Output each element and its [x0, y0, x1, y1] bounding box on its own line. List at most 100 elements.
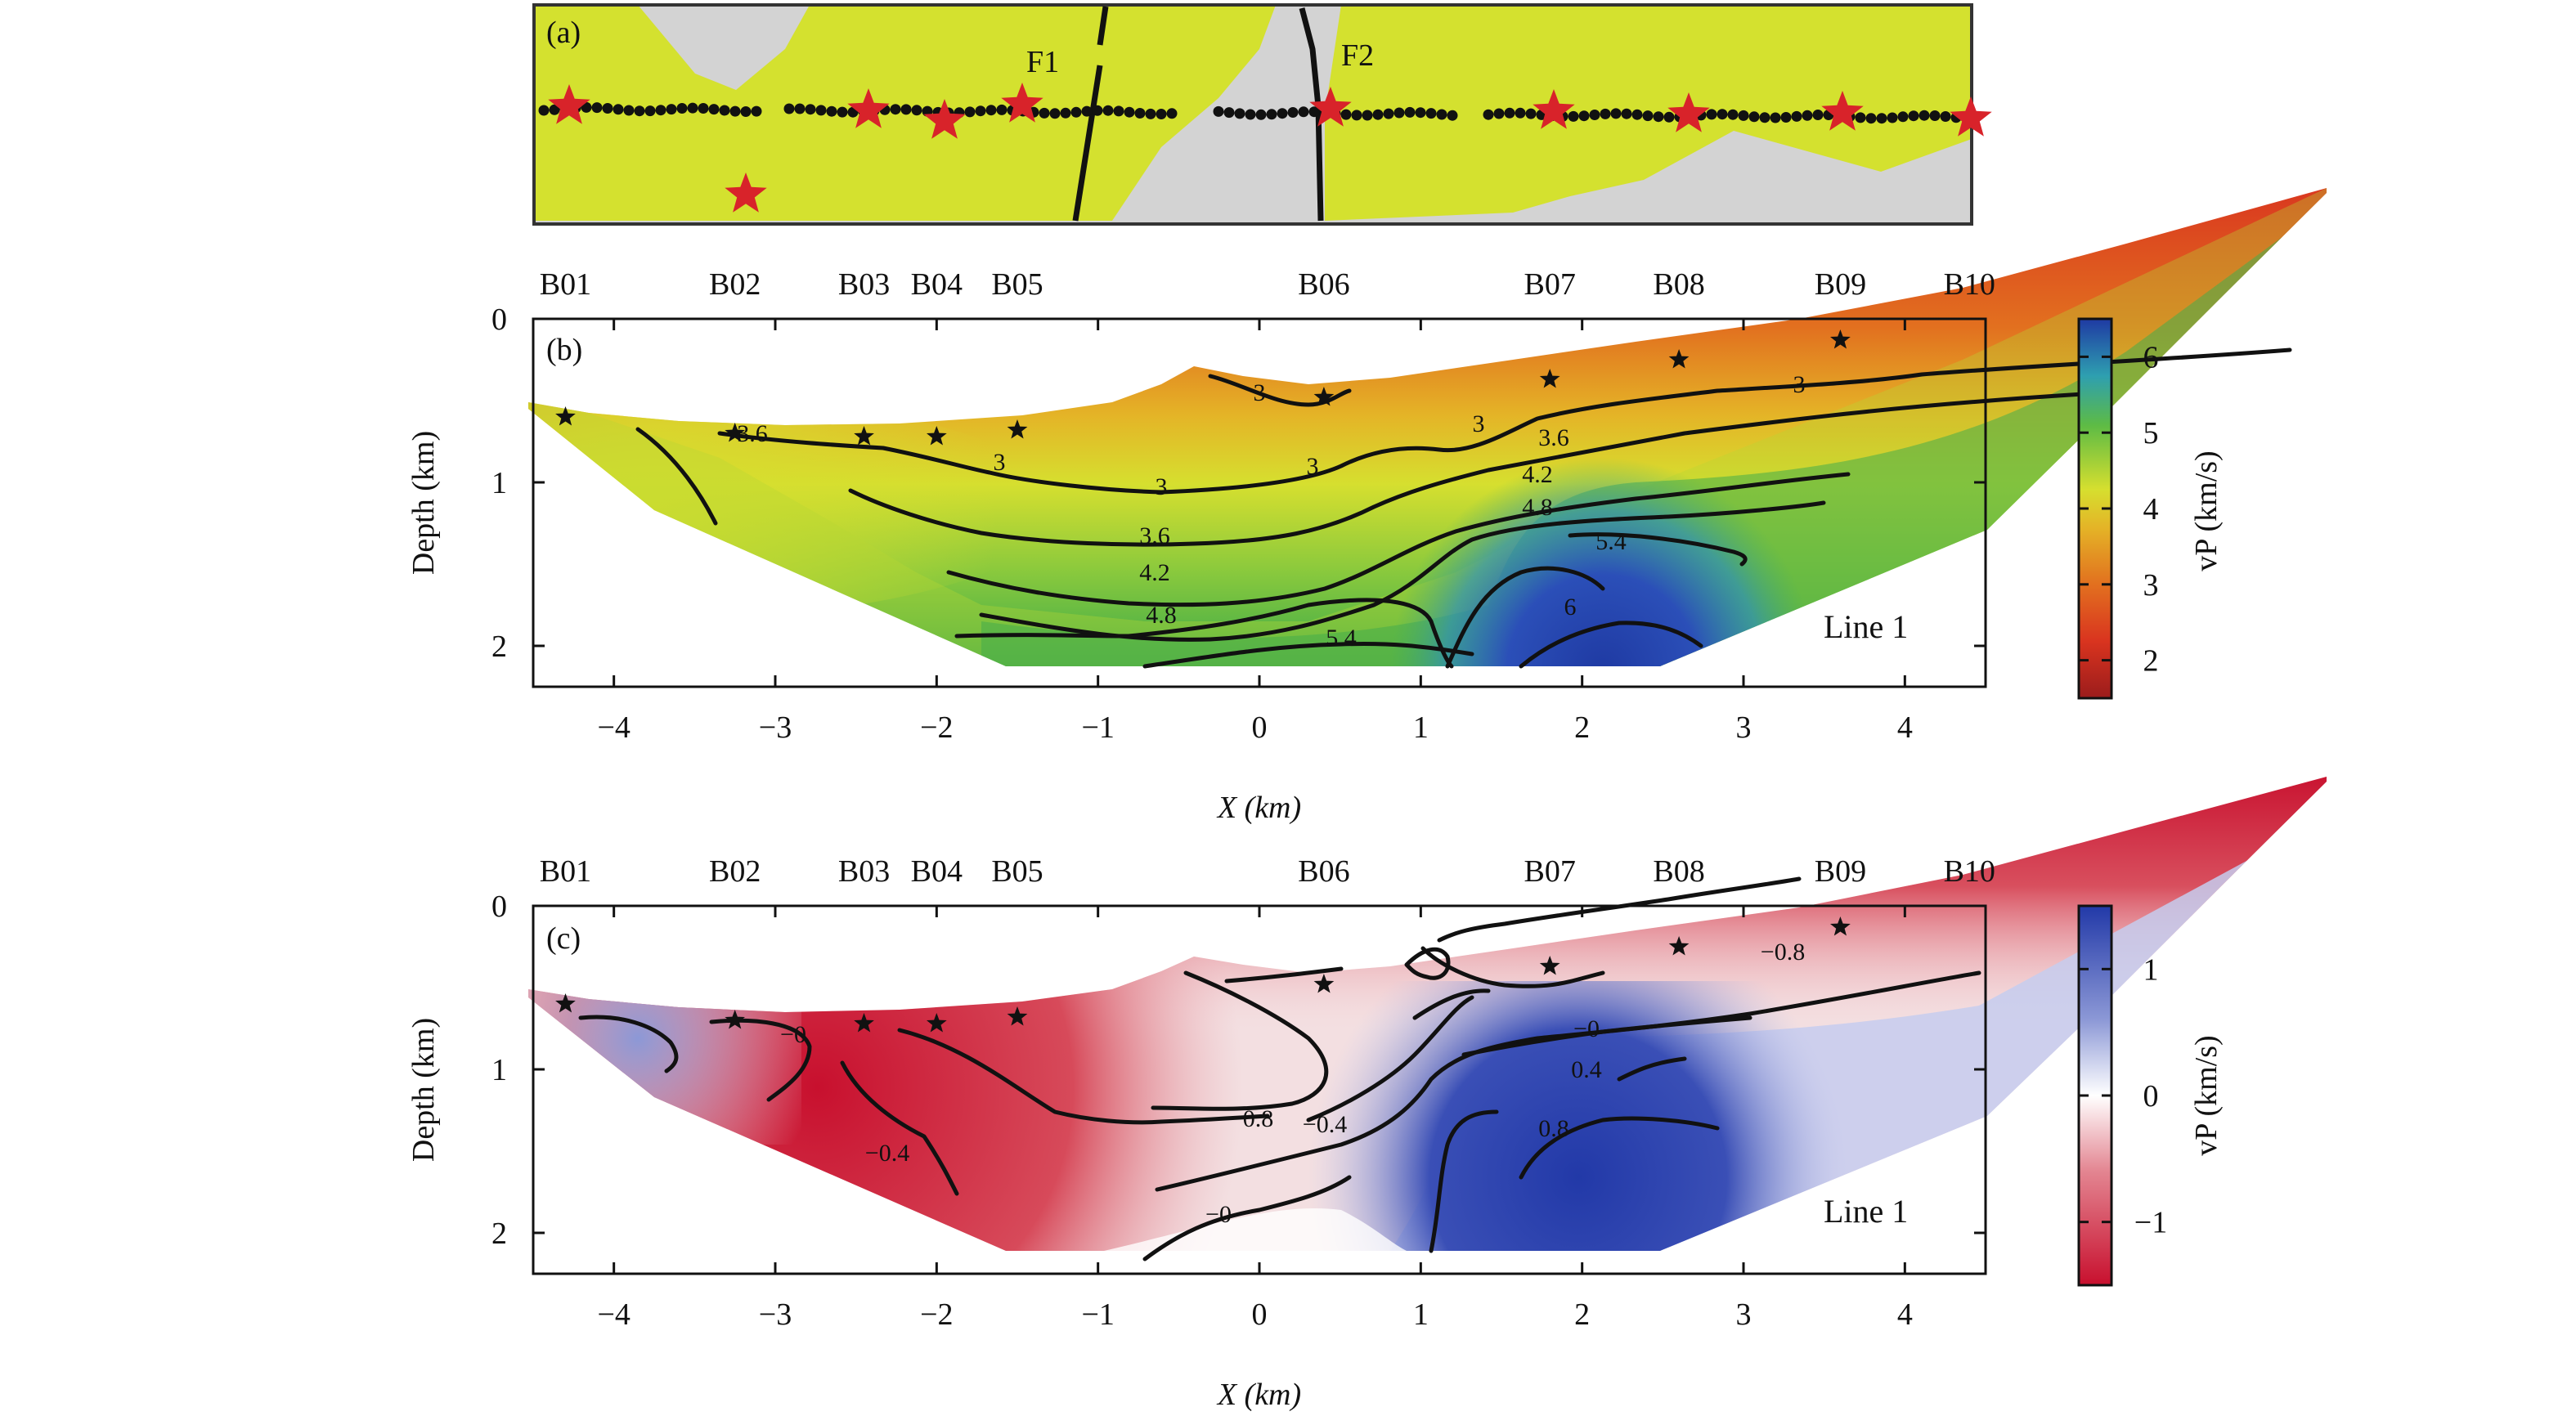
- receiver-dot: [549, 104, 560, 115]
- shot-station-star: [725, 173, 767, 213]
- receiver-dot: [1351, 110, 1362, 121]
- receiver-dot: [1223, 107, 1235, 119]
- contour-label: −0: [1573, 1015, 1600, 1042]
- station-star: [1539, 956, 1560, 975]
- shot-stations: [548, 83, 1992, 213]
- receiver-dot: [890, 104, 901, 115]
- x-tick-label: 4: [1897, 710, 1913, 745]
- receiver-dot: [655, 105, 666, 116]
- receiver-dot: [805, 104, 816, 115]
- station-star: [1539, 369, 1560, 388]
- receiver-dot: [1340, 109, 1352, 120]
- borehole-label: B07: [1524, 267, 1576, 302]
- receiver-dot: [1308, 106, 1320, 118]
- panel-c-axes: −4 −3 −2 −1 0 1 2 3 4 0 1 2: [491, 889, 1986, 1332]
- receiver-dot: [783, 103, 795, 114]
- borehole-label: B02: [709, 267, 761, 302]
- fault-f2-trace: [1299, 7, 1324, 222]
- borehole-label: B02: [709, 854, 761, 889]
- shot-station-star: [1950, 96, 1992, 137]
- contour-label: 3.6: [737, 420, 768, 447]
- receiver-dot: [794, 103, 806, 114]
- receiver-dot: [1865, 113, 1877, 124]
- velocity-contours: [635, 347, 2292, 669]
- receiver-dot: [1600, 108, 1611, 119]
- colorbar-tick-label: 3: [2143, 568, 2159, 603]
- x-tick-label: −2: [920, 1297, 953, 1332]
- x-tick-label: −1: [1081, 710, 1114, 745]
- x-tick-label: 4: [1897, 1297, 1913, 1332]
- contour-label: 0.4: [1571, 1056, 1602, 1083]
- perturbation-contours: [578, 876, 1981, 1261]
- receiver-dot: [1362, 110, 1373, 121]
- receiver-dot: [1515, 107, 1526, 119]
- borehole-label: B04: [911, 854, 963, 889]
- receiver-dot: [1102, 105, 1114, 116]
- receiver-dot: [900, 104, 912, 115]
- receiver-dot: [1245, 109, 1256, 120]
- receiver-dot: [1940, 111, 1951, 122]
- receiver-dot: [1759, 112, 1770, 123]
- receiver-dot: [1876, 113, 1887, 124]
- receiver-dot: [1287, 107, 1299, 118]
- receiver-dot: [1447, 110, 1458, 121]
- panel-b-xlabel: X (km): [1216, 791, 1301, 825]
- x-tick-label: 2: [1574, 710, 1590, 745]
- colorbar-tick-label: 2: [2143, 644, 2159, 679]
- panel-c-stations: [555, 916, 1851, 1033]
- contour-label: −0.4: [1303, 1111, 1347, 1138]
- x-tick-label: −3: [759, 1297, 792, 1332]
- borehole-label: B01: [540, 267, 591, 302]
- contour-label: 3: [994, 449, 1006, 476]
- contour-label: 3: [1473, 410, 1485, 437]
- receiver-dot: [996, 104, 1008, 115]
- station-star: [1830, 329, 1851, 349]
- receiver-dot: [1255, 109, 1267, 120]
- receiver-dot: [538, 105, 550, 116]
- x-tick-label: −1: [1081, 1297, 1114, 1332]
- receiver-dot: [1897, 111, 1909, 123]
- x-tick-label: 1: [1413, 710, 1429, 745]
- colorbar-tick-label: 4: [2143, 492, 2159, 527]
- receiver-dot: [1483, 109, 1494, 120]
- x-tick-label: 1: [1413, 1297, 1429, 1332]
- panel-c-borehole-labels: B01 B02 B03 B04 B05 B06 B07 B08 B09 B10: [540, 854, 1995, 889]
- panel-c-tag: (c): [546, 921, 581, 956]
- borehole-label: B03: [838, 854, 890, 889]
- receiver-dot: [1039, 107, 1050, 119]
- contour-label: −0.4: [865, 1140, 909, 1167]
- borehole-label: B05: [991, 267, 1043, 302]
- receiver-dot: [1504, 107, 1515, 119]
- contour-label: −0: [1205, 1201, 1232, 1228]
- station-star: [725, 1010, 745, 1029]
- shot-station-star: [1821, 91, 1864, 131]
- station-star: [854, 1013, 874, 1033]
- station-star: [1007, 419, 1028, 439]
- receiver-dot: [687, 102, 698, 114]
- receiver-dot: [613, 104, 624, 115]
- contour-label: 6: [1564, 594, 1577, 621]
- contour-label: 3.6: [1139, 522, 1170, 549]
- shot-station-star: [847, 88, 890, 128]
- receiver-dot: [1770, 112, 1781, 123]
- receiver-dot: [1887, 112, 1898, 123]
- receiver-dot: [1493, 108, 1505, 119]
- fault-f1-upper-trace: [1097, 6, 1109, 46]
- borehole-label: B08: [1653, 267, 1704, 302]
- colorbar-c-label: vP (km/s): [2189, 1035, 2224, 1155]
- receiver-dot: [729, 105, 741, 117]
- receiver-dot: [1621, 108, 1632, 119]
- contour-label: 0.8: [1538, 1115, 1569, 1142]
- receiver-dot: [1780, 112, 1792, 123]
- panel-b-axes: −4 −3 −2 −1 0 1 2 3 4 0 1 2: [491, 302, 1986, 745]
- receiver-dot: [1213, 105, 1224, 117]
- borehole-label: B09: [1815, 267, 1866, 302]
- contour-label: −0: [780, 1021, 806, 1048]
- velocity-field: [528, 188, 2327, 666]
- receiver-dot: [1298, 106, 1309, 118]
- receiver-dot: [1266, 109, 1277, 120]
- panel-b-ylabel: Depth (km): [406, 431, 441, 575]
- contour-label: −0.8: [1761, 939, 1805, 966]
- receiver-dot: [815, 105, 827, 116]
